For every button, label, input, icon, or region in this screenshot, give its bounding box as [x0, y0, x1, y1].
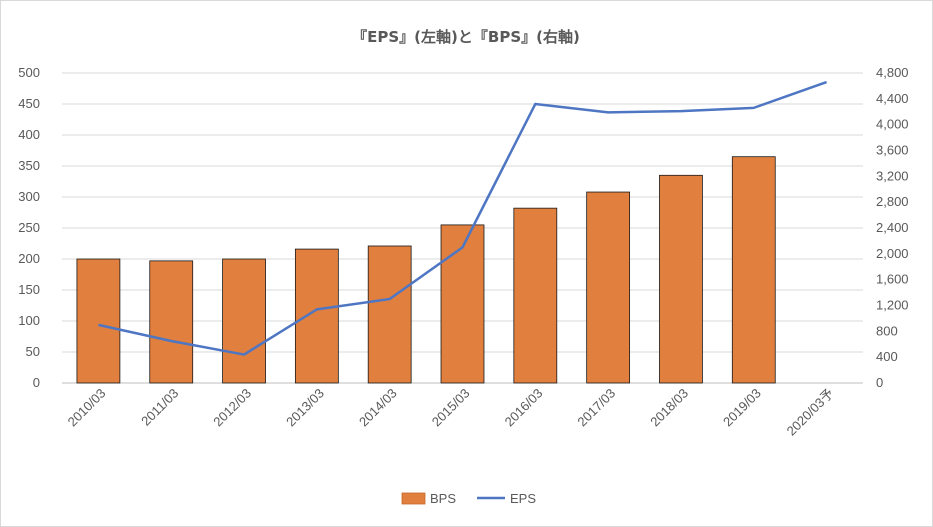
legend-label-eps: EPS — [510, 491, 536, 506]
bar-bps — [149, 260, 194, 384]
bar-series — [76, 156, 776, 384]
left-axis-tick-label: 100 — [18, 313, 40, 328]
right-axis-tick-label: 800 — [876, 323, 898, 338]
bar-bps — [294, 248, 339, 384]
x-axis-tick-label: 2018/03 — [647, 386, 691, 430]
x-axis: 2010/03 2011/03 2012/03 2013/03 2014/03 2015/… — [65, 386, 837, 439]
line-series — [98, 80, 828, 356]
x-axis-tick-label: 2015/03 — [429, 386, 473, 430]
bar-bps — [440, 224, 485, 384]
right-axis: 0 400 800 1,200 1,600 2,000 2,400 2,800 3,200 3,6… — [876, 65, 909, 390]
left-axis: 0 50 100 150 200 250 300 350 400 450 500 — [18, 65, 40, 390]
bar-bps — [731, 156, 776, 384]
x-axis-tick-label: 2020/03予 — [784, 386, 837, 439]
x-axis-tick-label: 2013/03 — [283, 386, 327, 430]
right-axis-tick-label: 4,800 — [876, 65, 909, 80]
left-axis-tick-label: 50 — [26, 344, 40, 359]
right-axis-tick-label: 3,600 — [876, 143, 909, 158]
left-axis-tick-label: 350 — [18, 158, 40, 173]
right-axis-tick-label: 1,200 — [876, 298, 909, 313]
gridlines — [62, 72, 863, 384]
legend-swatch-bps — [401, 492, 426, 505]
x-axis-tick-label: 2011/03 — [138, 386, 181, 429]
bar-bps — [586, 191, 631, 384]
legend: BPS EPS — [401, 491, 536, 506]
left-axis-tick-label: 200 — [18, 251, 40, 266]
right-axis-tick-label: 4,000 — [876, 117, 909, 132]
x-axis-tick-label: 2014/03 — [356, 386, 400, 430]
left-axis-tick-label: 0 — [33, 375, 40, 390]
right-axis-tick-label: 2,000 — [876, 246, 909, 261]
left-axis-tick-label: 150 — [18, 282, 40, 297]
right-axis-tick-label: 0 — [876, 375, 883, 390]
right-axis-tick-label: 2,400 — [876, 220, 909, 235]
chart-title: 『EPS』(左軸)と『BPS』(右軸) — [352, 28, 580, 46]
left-axis-tick-label: 300 — [18, 189, 40, 204]
right-axis-tick-label: 4,400 — [876, 91, 909, 106]
right-axis-tick-label: 400 — [876, 349, 898, 364]
x-axis-tick-label: 2019/03 — [720, 386, 764, 430]
bar-bps — [367, 245, 412, 384]
right-axis-tick-label: 2,800 — [876, 194, 909, 209]
left-axis-tick-label: 500 — [18, 65, 40, 80]
left-axis-tick-label: 250 — [18, 220, 40, 235]
bar-bps — [222, 258, 266, 384]
right-axis-tick-label: 1,600 — [876, 272, 909, 287]
left-axis-tick-label: 400 — [18, 127, 40, 142]
legend-label-bps: BPS — [430, 491, 456, 506]
x-axis-tick-label: 2010/03 — [65, 386, 109, 430]
bar-bps — [659, 174, 703, 384]
bar-bps — [76, 258, 121, 384]
left-axis-tick-label: 450 — [18, 96, 40, 111]
right-axis-tick-label: 3,200 — [876, 168, 909, 183]
bar-bps — [513, 207, 558, 384]
x-axis-tick-label: 2017/03 — [574, 386, 618, 430]
x-axis-tick-label: 2012/03 — [210, 386, 254, 430]
x-axis-tick-label: 2016/03 — [502, 386, 546, 430]
